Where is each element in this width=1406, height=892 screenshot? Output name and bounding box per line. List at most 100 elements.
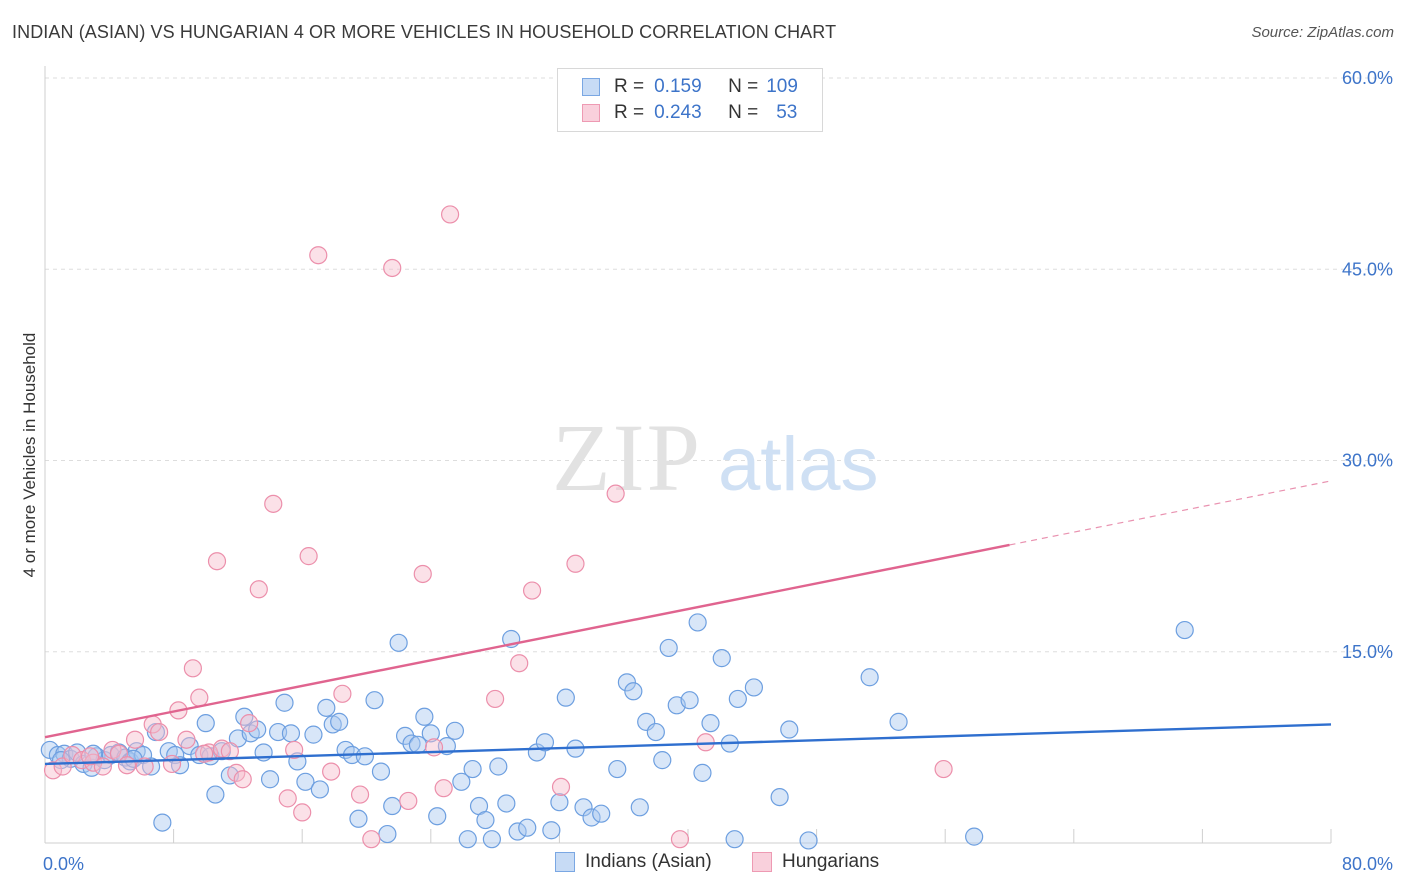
point-indians — [550, 793, 569, 812]
point-indians — [458, 830, 477, 849]
point-hungarians — [150, 722, 169, 742]
point-hungarians — [486, 689, 505, 709]
series-legend-label: Hungarians — [782, 851, 880, 872]
point-indians — [542, 821, 561, 840]
point-hungarians — [434, 779, 453, 798]
point-hungarians — [80, 747, 100, 766]
point-indians — [371, 762, 391, 781]
point-indians — [304, 725, 323, 744]
point-hungarians — [183, 659, 202, 678]
point-hungarians — [350, 785, 370, 804]
point-hungarians — [322, 762, 341, 781]
point-hungarians — [299, 547, 318, 566]
point-indians — [296, 772, 315, 791]
y-tick-label: 45.0% — [1342, 259, 1393, 279]
point-indians — [389, 633, 408, 652]
series-legend: Indians (Asian) Hungarians — [0, 851, 1406, 877]
point-hungarians — [934, 759, 953, 779]
point-indians — [744, 678, 764, 697]
y-tick-label: 30.0% — [1342, 451, 1393, 471]
point-indians — [508, 822, 527, 841]
point-indians — [196, 714, 215, 733]
point-hungarians — [207, 552, 227, 571]
trend-lines — [44, 480, 1332, 766]
point-indians — [317, 698, 336, 717]
point-hungarians — [566, 554, 585, 573]
series-swatch-blue — [555, 852, 575, 872]
point-indians — [153, 813, 172, 832]
series-legend-label: Indians (Asian) — [585, 851, 712, 872]
legend-swatch-pink — [582, 104, 600, 122]
point-hungarians — [264, 494, 283, 513]
point-indians — [383, 796, 402, 816]
point-indians — [608, 759, 627, 779]
point-indians — [281, 724, 301, 743]
point-indians — [482, 830, 501, 849]
point-indians — [680, 691, 699, 710]
legend-row-hungarians: R = 0.243 N = 53 — [582, 101, 797, 125]
point-indians — [659, 638, 678, 658]
point-hungarians — [190, 688, 209, 707]
point-hungarians — [670, 830, 690, 849]
series-legend-indians: Indians (Asian) — [555, 851, 712, 873]
point-indians — [489, 757, 508, 776]
point-hungarians — [220, 742, 239, 761]
point-indians — [582, 808, 601, 827]
correlation-legend: R = 0.159 N = 109 R = 0.243 N = 53 — [557, 68, 823, 132]
series-legend-hungarians: Hungarians — [752, 851, 879, 873]
point-indians — [860, 668, 879, 687]
point-hungarians — [383, 258, 402, 278]
point-indians — [421, 724, 440, 743]
point-indians — [330, 712, 349, 731]
legend-n-label: N = — [728, 76, 759, 97]
point-hungarians — [362, 830, 381, 849]
watermark: ZIP atlas — [552, 404, 879, 511]
legend-r-label: R = — [614, 76, 645, 97]
legend-swatch-blue — [582, 78, 600, 96]
point-hungarians — [522, 581, 542, 600]
point-indians — [349, 809, 368, 828]
point-hungarians — [413, 564, 432, 584]
x-tick-label-start: 0.0% — [43, 854, 84, 874]
point-indians — [780, 720, 799, 739]
point-indians — [268, 722, 288, 742]
legend-r-value: 0.159 — [654, 76, 702, 97]
point-indians — [452, 772, 471, 791]
point-hungarians — [551, 777, 571, 797]
point-indians — [378, 824, 397, 844]
point-indians — [518, 818, 537, 837]
point-hungarians — [440, 205, 460, 224]
grid-lines — [45, 77, 1392, 653]
point-indians — [141, 757, 161, 776]
point-hungarians — [510, 654, 529, 673]
point-hungarians — [177, 730, 196, 749]
point-hungarians — [233, 770, 252, 789]
point-hungarians — [285, 740, 304, 760]
point-indians — [712, 649, 731, 668]
point-indians — [206, 785, 225, 804]
point-indians — [355, 747, 374, 766]
point-indians — [693, 763, 712, 782]
point-indians — [617, 673, 637, 692]
point-hungarians — [162, 754, 182, 774]
point-indians — [497, 794, 516, 813]
legend-r-value: 0.243 — [654, 102, 702, 123]
point-indians — [630, 798, 649, 817]
point-indians — [592, 804, 611, 823]
point-indians — [653, 751, 672, 770]
point-hungarians — [309, 246, 328, 265]
point-indians — [688, 613, 707, 632]
point-hungarians — [399, 791, 418, 811]
tick-labels: 15.0% 30.0% 45.0% 60.0% 0.0% 80.0% — [43, 68, 1393, 874]
legend-n-value: 53 — [776, 102, 798, 123]
point-hungarians — [135, 757, 154, 776]
point-indians — [428, 807, 447, 826]
point-indians — [725, 830, 744, 849]
legend-row-indians: R = 0.159 N = 109 — [582, 75, 798, 99]
point-indians — [701, 714, 720, 733]
data-points — [40, 205, 1194, 850]
trend-line-indians — [44, 723, 1332, 766]
watermark-zip: ZIP — [552, 404, 702, 511]
chart-title: INDIAN (ASIAN) VS HUNGARIAN 4 OR MORE VE… — [12, 22, 837, 42]
